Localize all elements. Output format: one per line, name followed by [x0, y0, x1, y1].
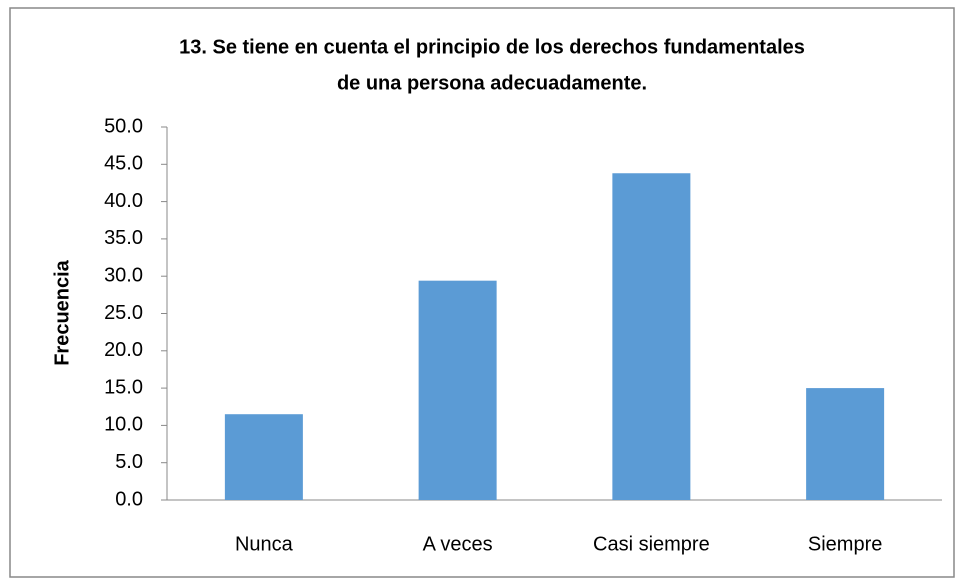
y-tick-label: 5.0: [115, 451, 143, 473]
y-tick-label: 10.0: [104, 414, 143, 436]
x-tick-label: Casi siempre: [593, 533, 710, 555]
bar: [806, 388, 885, 500]
bar: [612, 173, 691, 500]
y-tick-label: 45.0: [104, 153, 143, 175]
y-tick-label: 15.0: [104, 376, 143, 398]
y-tick-label: 0.0: [115, 488, 143, 510]
y-tick-label: 35.0: [104, 227, 143, 249]
y-axis-label: Frecuencia: [51, 259, 73, 365]
bar: [418, 280, 497, 500]
y-tick-label: 30.0: [104, 264, 143, 286]
bar: [224, 414, 303, 500]
y-tick-label: 25.0: [104, 302, 143, 324]
x-tick-label: A veces: [423, 533, 493, 555]
chart-title: de una persona adecuadamente.: [337, 72, 647, 94]
x-tick-label: Nunca: [235, 533, 294, 555]
chart-title: 13. Se tiene en cuenta el principio de l…: [179, 36, 805, 58]
y-tick-label: 50.0: [104, 115, 143, 137]
y-tick-label: 20.0: [104, 339, 143, 361]
y-tick-label: 40.0: [104, 190, 143, 212]
x-tick-label: Siempre: [808, 533, 882, 555]
